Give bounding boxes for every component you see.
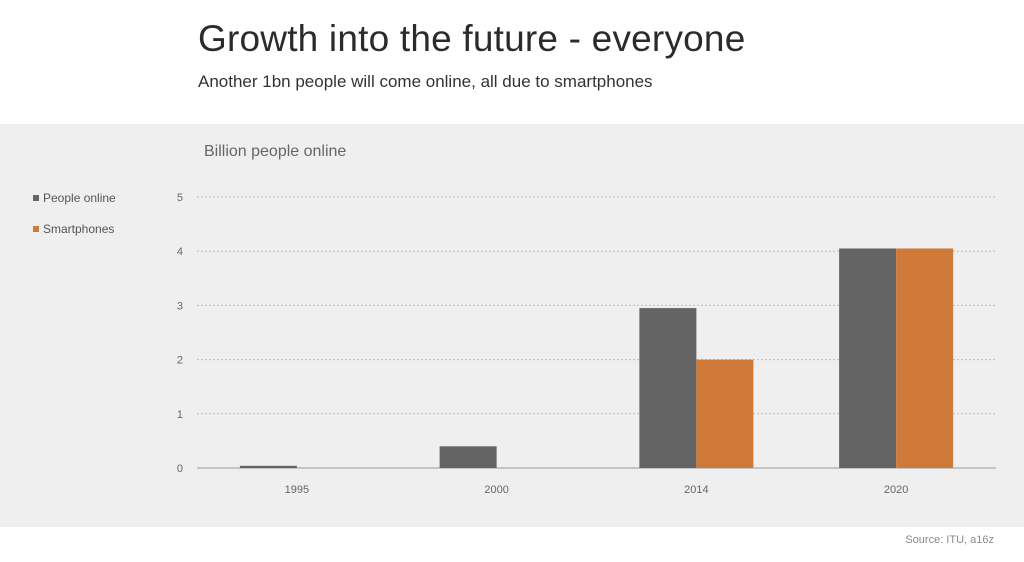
bar-people-online <box>239 465 297 468</box>
slide-subtitle: Another 1bn people will come online, all… <box>198 72 653 91</box>
bar-smartphones <box>896 248 954 468</box>
legend-label: Smartphones <box>43 222 114 236</box>
bar-people-online <box>439 446 497 468</box>
y-tick-label: 1 <box>177 409 183 421</box>
y-tick-label: 2 <box>177 355 183 367</box>
x-tick-label: 2014 <box>684 484 708 496</box>
x-tick-label: 1995 <box>285 484 309 496</box>
slide-title: Growth into the future - everyone <box>198 18 746 59</box>
legend-label: People online <box>43 191 116 205</box>
x-tick-label: 2020 <box>884 484 908 496</box>
x-tick-label: 2000 <box>484 484 508 496</box>
chart-title: Billion people online <box>204 143 346 160</box>
bar-smartphones <box>696 359 754 468</box>
legend-swatch <box>33 226 39 232</box>
y-tick-label: 5 <box>177 192 183 204</box>
bar-people-online <box>839 248 897 468</box>
y-tick-label: 0 <box>177 463 183 475</box>
y-tick-label: 3 <box>177 300 183 312</box>
legend-swatch <box>33 195 39 201</box>
source-note: Source: ITU, a16z <box>905 534 994 546</box>
bar-people-online <box>639 308 697 468</box>
y-tick-label: 4 <box>177 246 183 258</box>
